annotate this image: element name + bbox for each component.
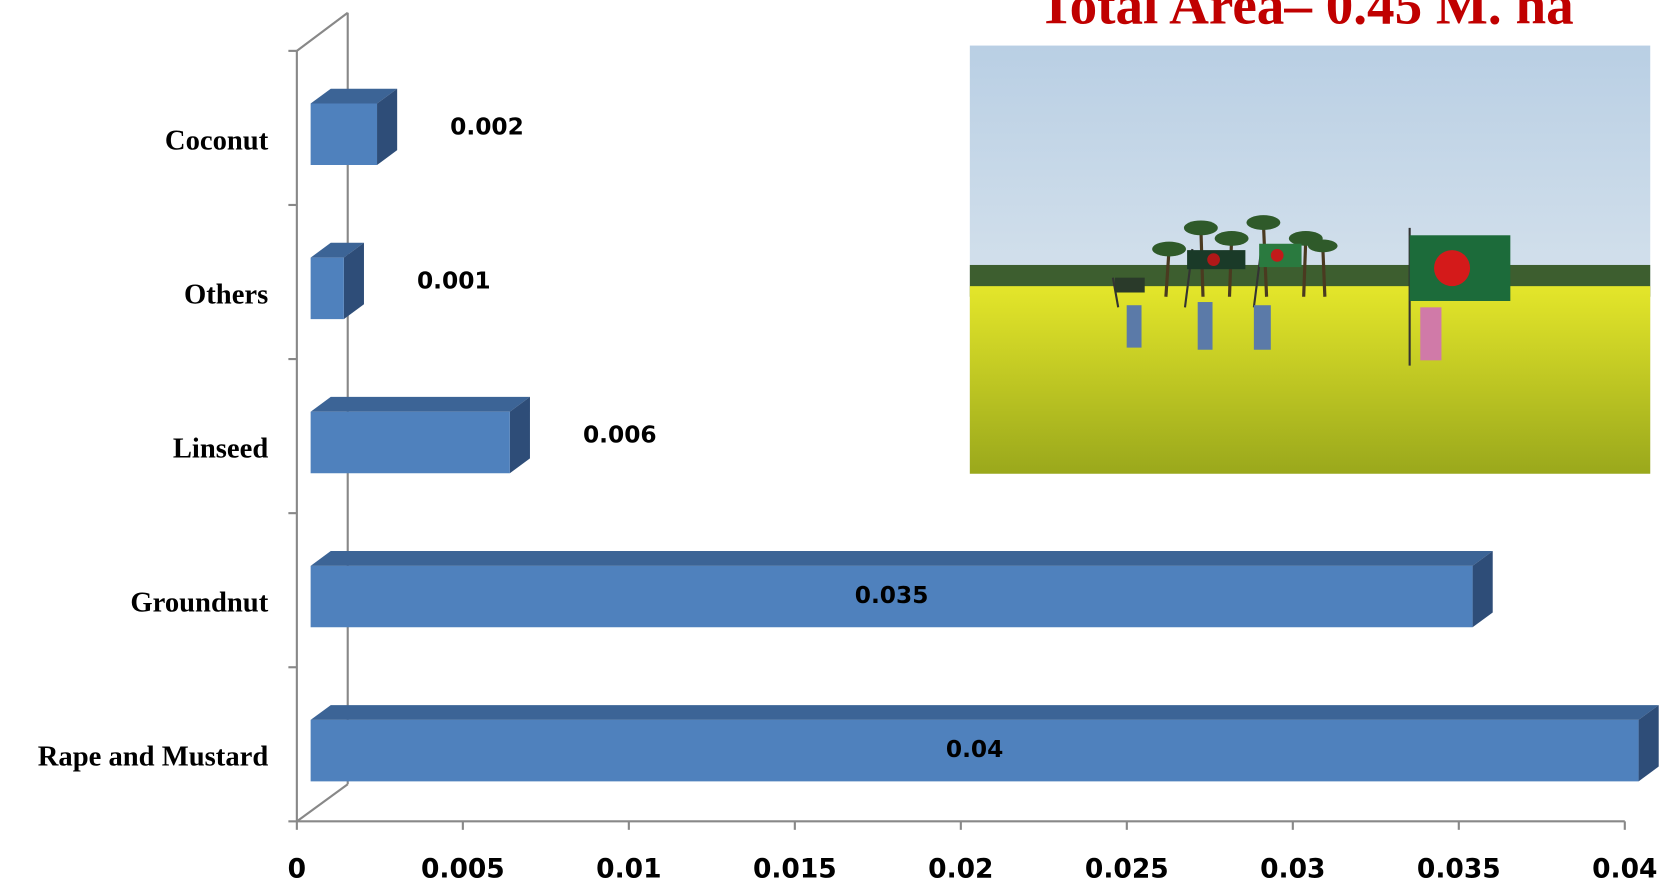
- bar-side: [343, 242, 364, 320]
- photo: [969, 45, 1651, 474]
- bar-front: [310, 257, 344, 320]
- x-tick-label: 0.04: [1592, 854, 1657, 885]
- y-tick-label: Rape and Mustard: [38, 742, 269, 773]
- bar-top: [310, 242, 364, 258]
- value-label: 0.002: [450, 113, 524, 140]
- value-label: 0.006: [583, 422, 657, 449]
- bar-side: [509, 396, 530, 474]
- bar-front: [310, 565, 1473, 628]
- bar-side: [1638, 705, 1659, 782]
- bar-side: [1472, 550, 1493, 628]
- y-tick-label: Linseed: [173, 434, 268, 465]
- bar-top: [310, 88, 398, 104]
- x-tick-label: 0.005: [421, 854, 505, 885]
- value-label: 0.035: [855, 582, 929, 609]
- x-tick-label: 0.015: [753, 854, 837, 885]
- x-tick-label: 0: [288, 854, 306, 885]
- bar-top: [310, 705, 1659, 720]
- bar: [310, 550, 1493, 628]
- bar: [310, 396, 530, 474]
- x-tick-label: 0.01: [596, 854, 661, 885]
- value-label: 0.001: [417, 268, 491, 295]
- bar-front: [310, 411, 510, 474]
- bar-side: [377, 88, 398, 166]
- x-tick-label: 0.02: [928, 854, 993, 885]
- y-tick-label: Coconut: [165, 125, 269, 156]
- y-tick-label: Others: [184, 279, 268, 310]
- bar-front: [310, 103, 378, 166]
- x-tick-label: 0.03: [1260, 854, 1325, 885]
- x-tick-label: 0.025: [1085, 854, 1169, 885]
- bar: [310, 242, 364, 320]
- x-tick-label: 0.035: [1417, 854, 1501, 885]
- bar-top: [310, 550, 1493, 566]
- chart-title: Total Area– 0.45 M. ha: [1038, 0, 1574, 35]
- bar: [310, 88, 398, 166]
- bar-front: [310, 719, 1639, 782]
- value-label: 0.04: [946, 736, 1003, 763]
- y-tick-label: Groundnut: [130, 588, 268, 619]
- bar: [310, 705, 1659, 782]
- bar-top: [310, 396, 530, 412]
